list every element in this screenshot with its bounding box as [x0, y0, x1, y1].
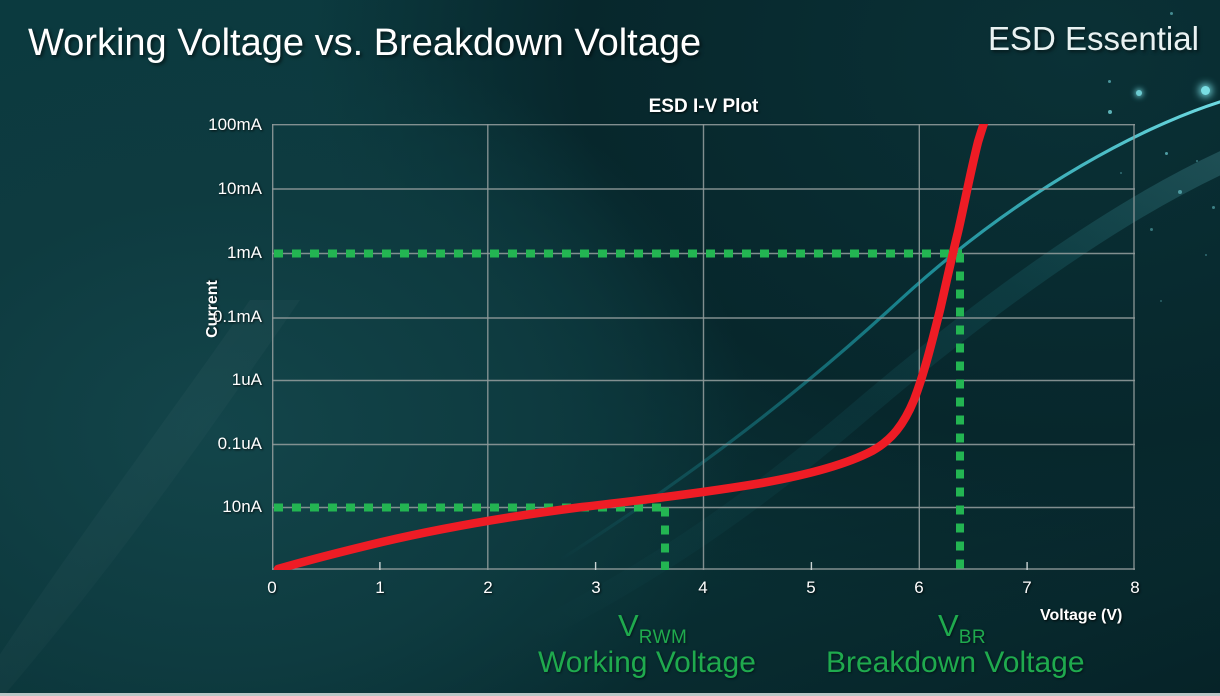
x-tick-label: 6: [914, 578, 924, 597]
vbr-symbol: VBR: [938, 608, 986, 649]
y-tick-label: 0.1mA: [212, 307, 262, 326]
vrwm-symbol: VRWM: [618, 608, 687, 649]
vbr-symbol-letter: V: [938, 608, 959, 643]
y-tick-label: 0.1uA: [217, 434, 262, 453]
x-tick-label: 8: [1130, 578, 1140, 597]
x-axis-ticks: [379, 562, 1028, 570]
slide-title: Working Voltage vs. Breakdown Voltage: [28, 22, 702, 64]
y-tick-label: 1uA: [231, 370, 262, 389]
y-tick-label: 1mA: [227, 243, 262, 262]
x-tick-label: 3: [591, 578, 601, 597]
vbr-symbol-subscript: BR: [958, 627, 987, 649]
x-tick-label: 1: [375, 578, 385, 597]
x-tick-label: 2: [483, 578, 493, 597]
vrwm-caption: Working Voltage: [538, 646, 756, 679]
vrwm-symbol-letter: V: [618, 608, 639, 643]
iv-curve: [273, 124, 989, 570]
vbr-caption: Breakdown Voltage: [826, 646, 1085, 679]
grid-vertical: [272, 124, 1135, 570]
x-tick-label: 5: [806, 578, 816, 597]
x-tick-label: 4: [698, 578, 708, 597]
y-tick-label: 100mA: [208, 115, 262, 134]
brand-title: ESD Essential: [988, 20, 1199, 57]
chart-plot-area: [272, 124, 1135, 570]
x-axis-title: Voltage (V): [1040, 607, 1123, 624]
chart-title: ESD I-V Plot: [648, 96, 759, 117]
y-tick-label: 10mA: [217, 179, 262, 198]
x-tick-label: 7: [1022, 578, 1032, 597]
x-tick-label: 0: [267, 578, 277, 597]
y-tick-label: 10nA: [222, 497, 262, 516]
vrwm-symbol-subscript: RWM: [638, 627, 688, 649]
